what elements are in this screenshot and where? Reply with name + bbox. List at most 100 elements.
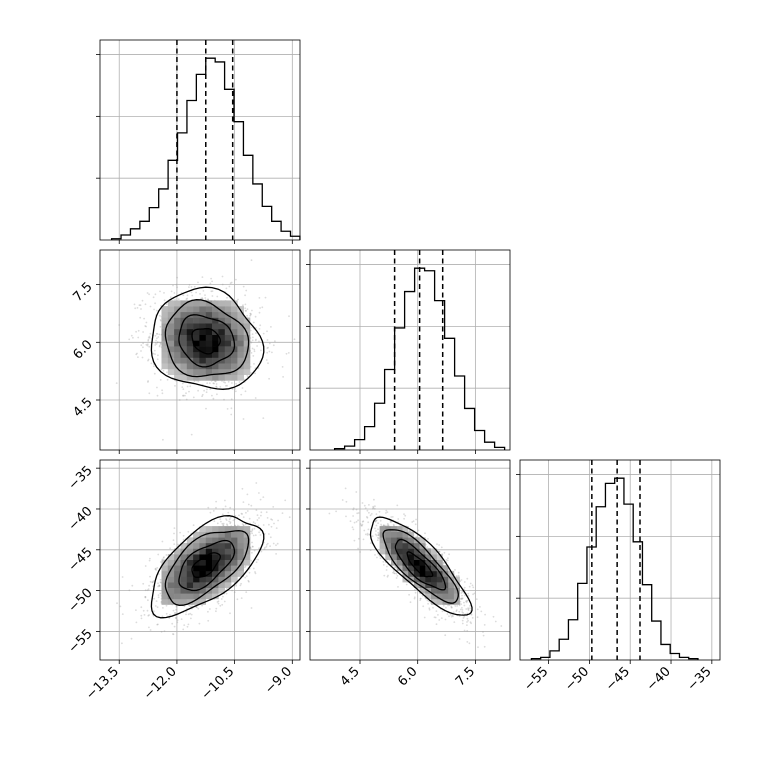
scatter-point (459, 608, 462, 611)
density-cell (167, 554, 175, 560)
scatter-point (162, 557, 165, 559)
scatter-point (190, 433, 193, 436)
density-cell (205, 300, 213, 307)
density-cell (224, 559, 232, 566)
density-cell (193, 537, 200, 544)
scatter-point (198, 622, 201, 625)
density-cell (205, 593, 213, 600)
scatter-point (396, 575, 399, 577)
scatter-point (367, 528, 370, 531)
scatter-point (173, 532, 175, 535)
scatter-point (328, 512, 331, 515)
density-cell (224, 357, 232, 364)
scatter-point (395, 572, 398, 575)
scatter-point (137, 336, 140, 339)
scatter-point (153, 349, 156, 352)
scatter-point (175, 617, 178, 620)
contour-level (191, 328, 221, 355)
density-cell (174, 300, 181, 307)
density-cell (237, 526, 244, 532)
scatter-point (156, 341, 159, 344)
scatter-point (258, 547, 260, 550)
density-cell (224, 317, 232, 324)
scatter-point (461, 607, 463, 609)
scatter-point (423, 616, 426, 619)
scatter-point (195, 291, 198, 294)
density-cell (237, 306, 244, 313)
scatter-point (246, 493, 249, 496)
scatter-point (222, 595, 224, 598)
density-cell (212, 363, 219, 370)
scatter-point (414, 588, 416, 591)
density-cell (186, 582, 194, 588)
density-cell (180, 357, 188, 364)
density-cell (161, 363, 169, 370)
density-cell (186, 306, 194, 313)
scatter-point (160, 630, 163, 633)
scatter-point (159, 578, 162, 581)
scatter-point (461, 597, 464, 600)
scatter-point (221, 513, 224, 516)
density-cell (205, 311, 213, 318)
scatter-point (220, 520, 222, 523)
scatter-point (149, 557, 151, 560)
density-cell (167, 323, 175, 330)
scatter-point (217, 600, 220, 603)
density-cell (186, 576, 194, 583)
scatter-point (250, 341, 253, 344)
scatter-point (469, 621, 472, 623)
scatter-point (245, 591, 248, 593)
scatter-point (159, 561, 162, 563)
scatter-point (222, 508, 225, 511)
scatter-point (211, 290, 214, 292)
scatter-point (252, 521, 255, 524)
scatter-point (234, 515, 237, 517)
scatter-point (187, 613, 190, 616)
scatter-point (158, 585, 161, 588)
density-cell (180, 351, 188, 358)
scatter-point (173, 527, 176, 529)
scatter-point (146, 343, 149, 346)
scatter-point (249, 371, 252, 374)
density-cell (212, 542, 219, 549)
scatter-point (207, 610, 209, 613)
density-cell (167, 300, 175, 307)
density-cell (167, 559, 175, 566)
scatter-point (452, 615, 454, 618)
scatter-point (359, 551, 361, 553)
scatter-point (140, 614, 143, 617)
scatter-point (258, 297, 261, 299)
scatter-point (147, 336, 150, 339)
scatter-point (182, 394, 184, 397)
scatter-point (259, 307, 261, 309)
scatter-point (154, 293, 157, 296)
scatter-point (377, 537, 380, 540)
scatter-point (156, 567, 159, 569)
scatter-point (379, 519, 382, 522)
scatter-point (219, 385, 222, 388)
scatter-point (275, 544, 277, 547)
scatter-point (240, 582, 243, 585)
scatter-point (223, 398, 225, 401)
scatter-point (197, 380, 200, 383)
density-cell (212, 554, 219, 560)
scatter-point (465, 601, 468, 604)
density-cell (212, 548, 219, 555)
scatter-point (240, 393, 243, 396)
density-cell (224, 542, 232, 549)
scatter-point (151, 581, 154, 584)
scatter-point (374, 527, 376, 530)
density-cell (231, 565, 238, 572)
scatter-point (463, 615, 466, 618)
scatter-point (368, 504, 370, 506)
scatter-point (397, 586, 399, 588)
density-cell (186, 537, 194, 544)
scatter-point (139, 304, 142, 307)
scatter-point (269, 545, 271, 547)
scatter-point (391, 516, 394, 518)
density-cell (186, 554, 194, 560)
density-cell (243, 526, 251, 532)
density-cell (180, 369, 188, 375)
scatter-point (242, 285, 245, 288)
density-cell (379, 548, 386, 555)
